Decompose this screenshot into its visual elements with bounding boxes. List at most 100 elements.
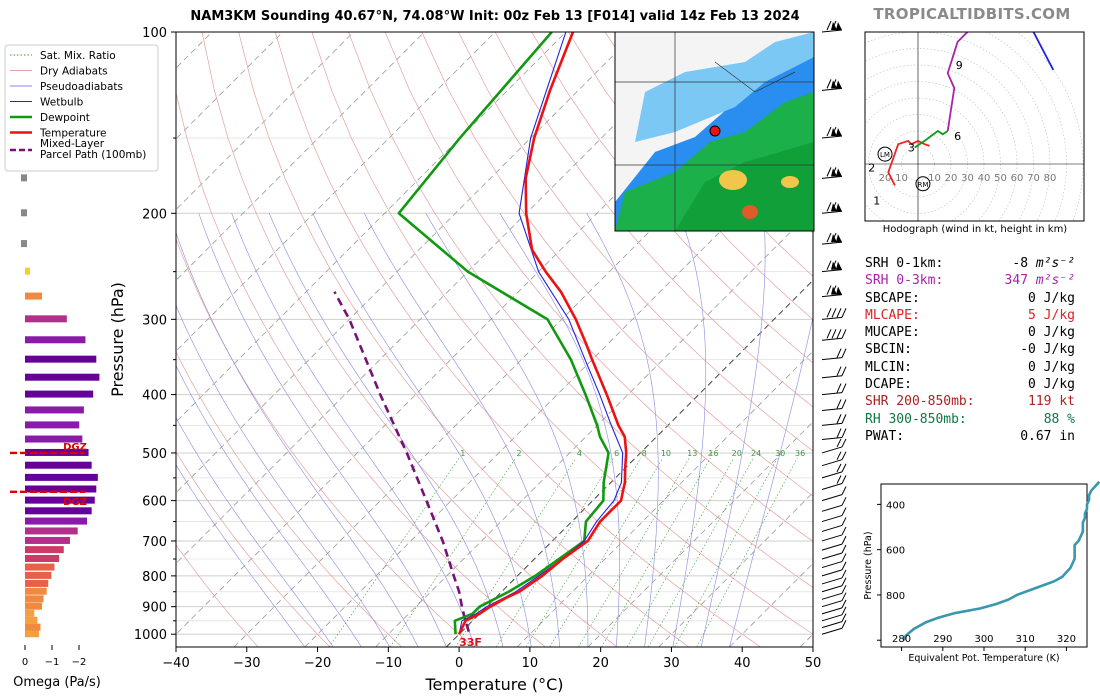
chart-title: NAM3KM Sounding 40.67°N, 74.08°W Init: 0… bbox=[190, 9, 800, 24]
hodograph-ring-label: 20 bbox=[945, 173, 958, 184]
omega-bar bbox=[25, 602, 43, 610]
index-value: 0 J/kg bbox=[1028, 359, 1075, 376]
hodograph-trace bbox=[887, 139, 930, 186]
hodograph-height-label: 6 bbox=[954, 130, 961, 143]
index-row: SBCAPE: 0 J/kg bbox=[865, 290, 1075, 307]
wind-barb bbox=[821, 475, 847, 490]
pressure-tick-label: 100 bbox=[142, 26, 167, 41]
index-row: SBCIN: -0 J/kg bbox=[865, 341, 1075, 358]
index-label: DCAPE: bbox=[865, 377, 912, 393]
wind-barb bbox=[821, 366, 847, 379]
dry-adiabat-line bbox=[201, 32, 618, 647]
pressure-tick-label: 200 bbox=[142, 207, 167, 222]
legend-label: Dewpoint bbox=[40, 112, 90, 124]
dgz-label-top: DGZ bbox=[63, 442, 87, 453]
index-value: 0 J/kg bbox=[1028, 290, 1075, 307]
legend-box bbox=[4, 44, 159, 172]
severe-indices-panel: SRH 0-1km: -8 m²s⁻² SRH 0-3km: 347 m²s⁻² SBC… bbox=[865, 255, 1075, 445]
dry-adiabat-line bbox=[176, 351, 402, 647]
omega-bar bbox=[25, 623, 41, 631]
wind-barb bbox=[821, 399, 847, 411]
index-unit: J/kg bbox=[1035, 377, 1075, 393]
wind-barb bbox=[821, 577, 847, 593]
omega-bar bbox=[25, 485, 97, 493]
mixing-ratio-line bbox=[328, 457, 460, 647]
isotherm-line bbox=[304, 138, 813, 647]
omega-bar bbox=[25, 536, 70, 544]
mixing-ratio-line bbox=[696, 457, 798, 647]
wind-barb bbox=[821, 438, 847, 454]
parcel-path-line bbox=[333, 291, 471, 632]
omega-bar bbox=[25, 527, 78, 535]
theta-e-xtick-label: 290 bbox=[933, 634, 952, 645]
legend-label: Sat. Mix. Ratio bbox=[40, 50, 116, 62]
wind-barb bbox=[821, 308, 847, 320]
legend-item: Sat. Mix. Ratio bbox=[10, 50, 116, 62]
omega-bar bbox=[25, 267, 30, 275]
index-unit: in bbox=[1051, 428, 1075, 444]
mixing-ratio-label: 30 bbox=[775, 449, 785, 458]
wind-barb bbox=[821, 260, 843, 273]
mixing-ratio-label: 8 bbox=[642, 449, 647, 458]
mixing-ratio-label: 24 bbox=[751, 449, 761, 458]
hodograph-height-label: 1 bbox=[873, 194, 880, 207]
skewt-plot-area bbox=[176, 32, 813, 647]
omega-bar bbox=[25, 461, 92, 469]
wind-barb bbox=[821, 613, 847, 629]
map-boundary-line bbox=[714, 61, 796, 93]
dry-adiabat-line bbox=[176, 544, 259, 647]
wind-barb bbox=[821, 592, 847, 608]
index-label: SBCIN: bbox=[865, 342, 912, 358]
index-unit: J/kg bbox=[1035, 290, 1075, 306]
mixing-ratio-line bbox=[549, 457, 664, 647]
index-label: SRH 0-3km: bbox=[865, 273, 944, 289]
pseudoadiabat-line bbox=[312, 213, 532, 647]
pseudoadiabat-line bbox=[499, 213, 620, 647]
mixing-ratio-line bbox=[648, 457, 754, 647]
wind-barb bbox=[821, 126, 843, 139]
hodograph-trace bbox=[1032, 32, 1055, 71]
wind-barb bbox=[821, 383, 847, 396]
mixing-ratio-line bbox=[455, 457, 577, 647]
index-unit: J/kg bbox=[1035, 342, 1075, 358]
wind-barb bbox=[821, 553, 847, 569]
hodograph-ring-label: 30 bbox=[961, 173, 974, 184]
index-value: -8 m²s⁻² bbox=[1012, 255, 1075, 272]
omega-bar bbox=[25, 355, 97, 363]
index-value: 5 J/kg bbox=[1028, 307, 1075, 324]
pseudoadiabat-line bbox=[700, 213, 766, 647]
convection-cell bbox=[742, 205, 758, 219]
dewpoint-line bbox=[397, 32, 610, 635]
index-label: PWAT: bbox=[865, 428, 905, 444]
omega-bar bbox=[21, 174, 27, 182]
temperature-line bbox=[457, 32, 628, 635]
index-number: 88 bbox=[1043, 411, 1060, 427]
storm-motion-marker bbox=[915, 176, 931, 192]
hodograph-trace bbox=[914, 129, 949, 149]
mixing-ratio-line bbox=[601, 457, 711, 647]
pseudoadiabat-line bbox=[176, 464, 306, 647]
index-unit: % bbox=[1059, 411, 1075, 427]
dgz-label-bottom: DGZ bbox=[63, 497, 87, 508]
dry-adiabat-line bbox=[274, 32, 761, 647]
omega-bar bbox=[25, 496, 95, 504]
omega-bar bbox=[25, 390, 94, 398]
pseudoadiabat-line bbox=[268, 213, 504, 647]
index-number: 0 bbox=[1028, 325, 1036, 341]
isotherm-line bbox=[176, 32, 425, 281]
wind-barb bbox=[821, 507, 847, 523]
storm-motion-label: RM bbox=[917, 181, 928, 189]
theta-e-xtick-label: 280 bbox=[892, 634, 911, 645]
index-unit: m²s⁻² bbox=[1028, 273, 1075, 289]
omega-bar bbox=[25, 507, 92, 515]
wind-barb bbox=[821, 79, 843, 91]
index-row: MUCAPE: 0 J/kg bbox=[865, 324, 1075, 341]
legend-item: Wetbulb bbox=[10, 97, 84, 109]
omega-bar bbox=[25, 587, 47, 595]
dry-adiabat-line bbox=[531, 32, 813, 364]
dry-adiabat-line bbox=[176, 451, 331, 647]
mixing-ratio-label: 16 bbox=[708, 449, 718, 458]
mixing-ratio-label: 20 bbox=[732, 449, 742, 458]
theta-e-line bbox=[902, 480, 1100, 641]
